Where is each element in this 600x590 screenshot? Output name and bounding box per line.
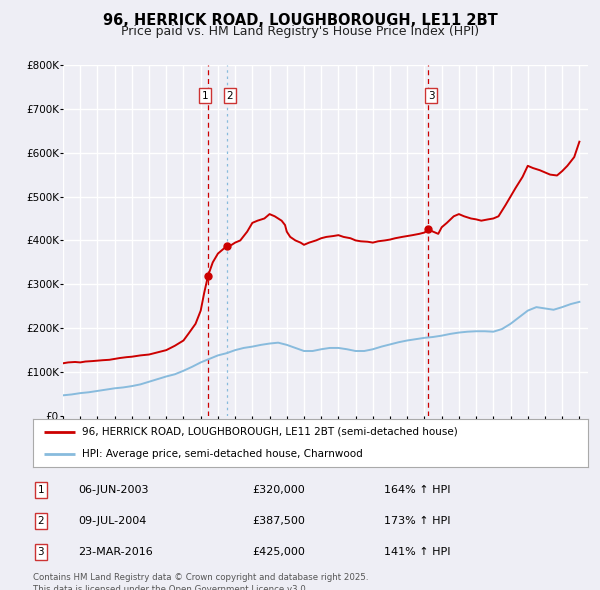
- Text: £320,000: £320,000: [252, 486, 305, 495]
- Text: 1: 1: [37, 486, 44, 495]
- Text: 3: 3: [428, 91, 434, 101]
- Text: 06-JUN-2003: 06-JUN-2003: [78, 486, 149, 495]
- Text: HPI: Average price, semi-detached house, Charnwood: HPI: Average price, semi-detached house,…: [82, 449, 362, 459]
- Text: 96, HERRICK ROAD, LOUGHBOROUGH, LE11 2BT: 96, HERRICK ROAD, LOUGHBOROUGH, LE11 2BT: [103, 13, 497, 28]
- Text: 96, HERRICK ROAD, LOUGHBOROUGH, LE11 2BT (semi-detached house): 96, HERRICK ROAD, LOUGHBOROUGH, LE11 2BT…: [82, 427, 458, 437]
- Text: Contains HM Land Registry data © Crown copyright and database right 2025.
This d: Contains HM Land Registry data © Crown c…: [33, 573, 368, 590]
- Text: £387,500: £387,500: [252, 516, 305, 526]
- Text: 164% ↑ HPI: 164% ↑ HPI: [384, 486, 451, 495]
- Text: 09-JUL-2004: 09-JUL-2004: [78, 516, 146, 526]
- Text: £425,000: £425,000: [252, 547, 305, 556]
- Text: 23-MAR-2016: 23-MAR-2016: [78, 547, 153, 556]
- Text: 2: 2: [227, 91, 233, 101]
- Text: 173% ↑ HPI: 173% ↑ HPI: [384, 516, 451, 526]
- Text: 3: 3: [37, 547, 44, 556]
- Text: 141% ↑ HPI: 141% ↑ HPI: [384, 547, 451, 556]
- Text: Price paid vs. HM Land Registry's House Price Index (HPI): Price paid vs. HM Land Registry's House …: [121, 25, 479, 38]
- Text: 2: 2: [37, 516, 44, 526]
- Text: 1: 1: [202, 91, 208, 101]
